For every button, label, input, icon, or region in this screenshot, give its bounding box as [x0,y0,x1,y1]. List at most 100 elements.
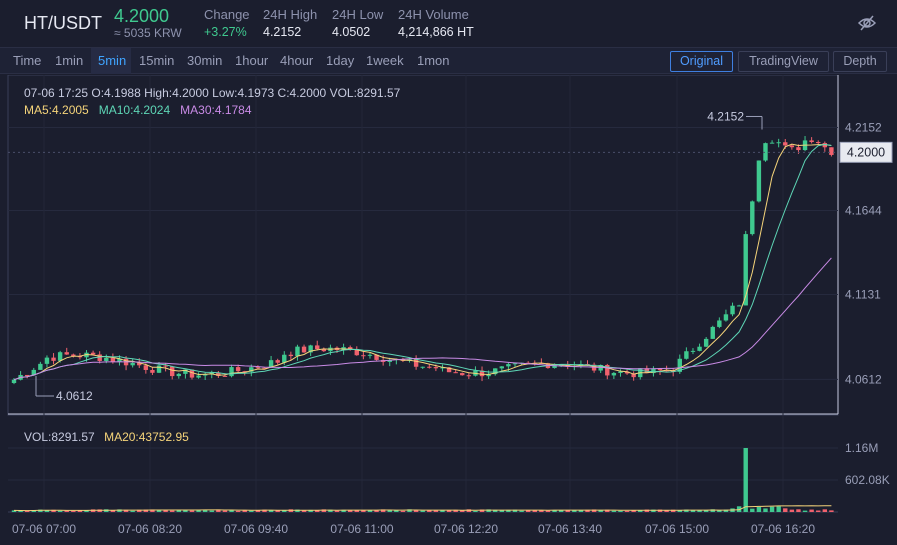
candle-body [420,366,425,368]
volume-bar [163,509,168,512]
candle-body [268,360,274,368]
max-price-label: 4.2152 [707,109,744,123]
tf-4hour[interactable]: 4hour [280,53,314,68]
timeframe-toolbar: Time 1min 5min 15min 30min 1hour 4hour 1… [0,47,897,74]
candle-body [235,367,241,372]
volume-bar [189,510,195,512]
volume-bar [585,509,590,512]
volume-bar [209,510,214,512]
volume-bar [664,510,669,512]
volume-bar [466,509,472,512]
view-tradingview-button[interactable]: TradingView [738,51,829,72]
candle-body [11,379,17,384]
ma5-line [13,143,832,381]
tf-15min[interactable]: 15min [139,53,175,68]
volume-bar [783,508,788,512]
time-tick-label: 07-06 09:40 [224,522,288,536]
volume-bar [374,510,379,512]
candle-body [796,147,801,151]
price-tick-label: 4.0612 [845,372,882,386]
candle-body [479,370,485,377]
candle-body [743,234,748,306]
ma5-label: MA5:4.2005 [24,103,89,117]
volume-bar [295,509,300,512]
candle-body [717,320,722,327]
ma-legend: MA5:4.2005 MA10:4.2024 MA30:4.1784 [24,103,252,117]
high-stat: 24H High 4.2152 [263,7,318,39]
candle-body [64,352,69,355]
candle-body [644,368,650,374]
volume-bar [671,509,676,512]
candle-body [486,374,491,377]
candle-body [558,364,564,366]
tf-time[interactable]: Time [13,53,42,68]
volume-bar [657,509,663,512]
tf-1mon[interactable]: 1mon [417,53,450,68]
candle-body [624,371,630,374]
candle-body [736,305,742,307]
volume-bar [763,508,768,512]
volume-bar [156,510,162,512]
tf-1hour[interactable]: 1hour [235,53,269,68]
tf-1week[interactable]: 1week [366,53,404,68]
volume-bar [31,510,36,512]
tf-30min[interactable]: 30min [187,53,223,68]
low-value: 4.0502 [332,25,371,39]
candle-body [763,143,768,161]
candle-body [611,372,617,376]
candle-body [51,357,56,361]
candle-body [249,367,254,372]
ma30-label: MA30:4.1784 [180,103,252,117]
volume-bar [703,510,709,512]
candle-body [143,365,149,370]
volume-bar [545,510,551,512]
pair-title: HT/USDT [24,13,102,33]
candle-body [446,367,452,373]
tf-1day[interactable]: 1day [326,53,355,68]
volume-bar [18,510,23,512]
volume-tick-label: 1.16M [845,441,878,455]
candle-body [499,366,505,369]
view-original-button[interactable]: Original [670,51,733,72]
market-header: HT/USDT 4.2000 ≈ 5035 KRW Change +3.27% … [0,0,897,46]
candle-body [697,346,702,351]
candle-body [137,362,142,366]
volume-bar [216,509,221,512]
candle-body [651,368,656,374]
volume-stat: 24H Volume 4,214,866 HT [398,7,474,39]
volume-bar [809,509,814,512]
candle-body [789,145,795,148]
eye-slash-icon[interactable] [857,13,877,33]
candle-body [183,369,188,374]
volume-bar [631,510,636,512]
candle-body [776,142,781,144]
volume-bar [262,509,267,512]
candle-body [315,345,320,350]
time-tick-label: 07-06 07:00 [12,522,76,536]
candle-body [427,366,432,368]
volume-bar [150,509,155,512]
candle-body [512,363,518,365]
kline-chart[interactable]: 4.2152 4.1644 4.1131 4.0612 07-06 07:00 07-06… [0,74,897,545]
volume-bar [123,509,129,512]
volume-bar [743,448,748,512]
tf-1min[interactable]: 1min [55,53,84,68]
volume-bar [433,510,439,512]
candle-body [38,363,43,370]
volume-bar [77,510,83,512]
time-tick-label: 07-06 13:40 [538,522,602,536]
volume-bar [525,510,531,512]
volume-bar [176,510,181,512]
candle-body [664,370,669,372]
tf-5min[interactable]: 5min [98,53,127,68]
candle-body [816,142,821,144]
volume-bar [519,510,524,512]
candle-body [170,366,175,377]
candle-body [110,357,116,362]
candle-body [262,367,267,369]
volume-bar [321,509,327,512]
low-stat: 24H Low 4.0502 [332,7,384,39]
view-depth-button[interactable]: Depth [833,51,887,72]
candle-body [97,354,102,361]
volume-bar [736,506,742,512]
